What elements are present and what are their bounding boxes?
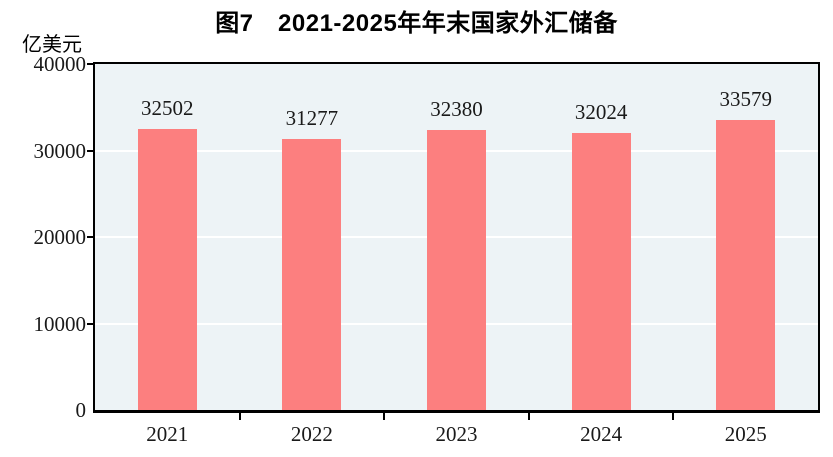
bar-value-label: 33579 xyxy=(719,86,772,111)
bar-value-label: 31277 xyxy=(285,106,339,131)
bar-2023 xyxy=(427,129,486,410)
y-tick-label: 0 xyxy=(75,398,87,422)
bar-value-label: 32380 xyxy=(430,96,483,121)
plot-area: 32502 31277 32380 32024 33579 xyxy=(93,62,820,413)
y-tick-label: 10000 xyxy=(33,311,87,336)
bar-2025 xyxy=(716,119,776,410)
y-axis-unit-label: 亿美元 xyxy=(22,34,82,56)
x-tick-label: 2021 xyxy=(146,422,189,446)
chart-title: 图7 2021-2025年年末国家外汇储备 xyxy=(215,10,618,37)
x-tick-mark xyxy=(527,413,530,420)
x-tick-label: 2025 xyxy=(724,422,767,446)
y-tick-label: 30000 xyxy=(33,138,87,163)
y-tick-label: 20000 xyxy=(33,225,87,249)
x-tick-mark xyxy=(238,413,241,420)
x-tick-label: 2024 xyxy=(580,422,623,446)
bar-2021 xyxy=(137,128,197,410)
x-tick-label: 2023 xyxy=(435,422,478,446)
x-tick-mark xyxy=(672,413,675,420)
x-tick-mark xyxy=(383,413,386,420)
bar-2022 xyxy=(282,139,342,410)
x-tick-label: 2022 xyxy=(290,422,333,446)
bar-value-label: 32024 xyxy=(574,99,628,124)
bar-value-label: 32502 xyxy=(141,95,194,120)
bar-2024 xyxy=(571,132,631,410)
